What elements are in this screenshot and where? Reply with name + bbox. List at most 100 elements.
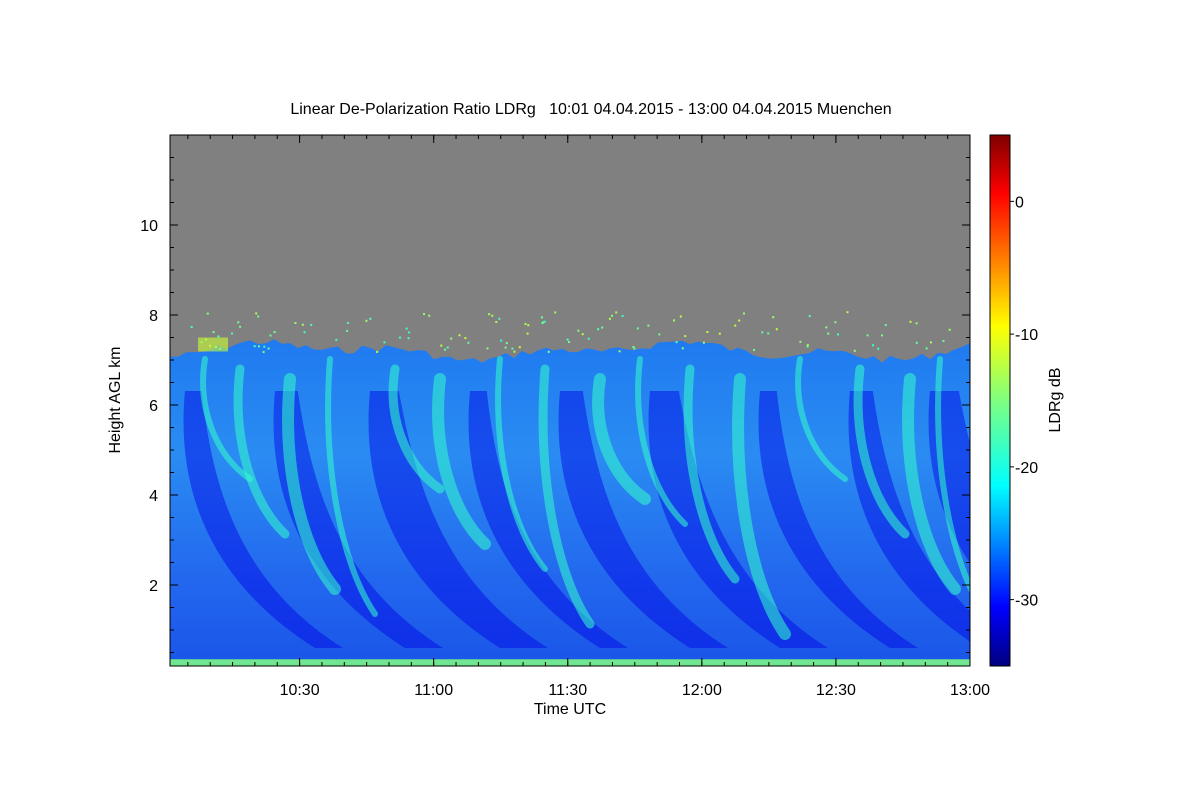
colorbar-tick-label: -10 [1015,327,1038,344]
cloud-top-speckle [718,332,721,335]
y-tick-label: 10 [140,218,158,235]
cloud-top-speckle [310,323,313,326]
cloud-top-speckle [618,350,621,353]
cloud-top-speckle [495,321,498,323]
cloud-top-speckle [881,334,883,337]
cloud-top-patch [198,337,228,352]
cloud-top-speckle [212,331,215,334]
cloud-top-speckle [237,321,240,324]
cloud-top-speckle [621,315,624,317]
cloud-top-speckle [566,338,569,341]
cloud-top-speckle [458,334,461,337]
plot-frame [169,134,971,667]
cloud-top-speckle [376,350,379,353]
cloud-top-speckle [511,347,514,350]
cloud-top-speckle [767,332,770,335]
low-ldr-band [368,391,548,648]
cloud-top-speckle [428,314,431,317]
cloud-top-speckle [346,329,349,332]
cloud-top-speckle [633,347,636,350]
cloud-top-speckle [540,316,543,319]
cloud-top-speckle [673,319,675,322]
fallstreak [388,364,445,494]
cloud-top-speckle [753,348,755,351]
cloud-top-speckle [615,311,618,314]
y-tick-label: 8 [149,308,158,325]
fallstreak [732,373,791,640]
cloud-top-speckle [294,322,297,324]
y-axis: 2 4 6 8 10 [140,157,970,653]
cloud-top-speckle [808,315,811,318]
x-axis: 10:30 11:00 11:30 12:00 12:30 13:00 [187,135,990,699]
cloud-top-speckle [761,331,764,334]
cloud-top-speckle [257,315,260,318]
cloud-body [170,339,970,666]
cloud-top-speckle [775,328,778,331]
cloud-top-speckle [846,311,849,314]
cloud-top-speckle [231,332,233,335]
fallstreak [495,356,548,572]
cloud-top-speckle [365,319,368,322]
cloud-top-speckle [253,345,256,348]
cloud-top-speckle [369,317,372,320]
cloud-top-speckle [942,340,945,342]
cloud-top-speckle [866,334,869,337]
cloud-top-speckle [827,332,830,335]
cloud-top-speckle [587,337,590,340]
colorbar-label: LDRg dB [1047,368,1064,433]
cloud-top-speckle [450,337,453,340]
y-axis-label: Height AGL km [107,346,124,453]
colorbar-tick-label: -30 [1015,593,1038,610]
cloud-top-speckle [647,324,650,327]
colorbar-gradient [989,134,1011,667]
cloud-top-speckle [825,326,828,329]
fallstreak [432,373,491,550]
cloud-top-speckle [273,331,276,334]
cloud-top-speckle [684,335,687,338]
cloud-top-speckle [597,328,600,331]
cloud-top-speckle [486,347,489,350]
cloud-top-speckle [547,350,550,353]
cloud-top-speckle [505,342,508,345]
x-tick-label: 11:30 [548,682,587,699]
cloud-top-speckle [925,347,928,350]
cloud-top-speckle [806,344,809,347]
cloud-top-speckle [872,344,874,347]
cloud-top-speckle [806,345,809,348]
cloud-top-speckle [543,320,546,323]
colorbar-tick-label: -20 [1015,460,1038,477]
cloud-top-speckle [504,346,507,349]
cloud-top-speckle [930,341,932,344]
cloud-top-speckle [335,338,338,341]
x-tick-label: 10:30 [280,682,320,699]
cloud-top-speckle [408,331,411,334]
cloud-top-speckle [837,333,839,336]
low-ldr-band [848,391,970,642]
x-tick-label: 11:00 [414,682,453,699]
cloud-top-speckle [518,346,521,349]
cloud-top-speckle [383,341,386,344]
colorbar: 0 -10 -20 -30 LDRg dB [989,134,1064,667]
fallstreak [592,373,651,505]
cloud-field [170,311,970,666]
fallstreak [853,364,910,539]
cloud-top-speckle [303,331,306,334]
cloud-top-speckle [706,331,709,333]
cloud-top-speckle [601,326,604,329]
fallstreak [233,364,290,539]
low-ldr-band [758,391,918,648]
cloud-top-speckle [446,346,449,349]
cloud-top-speckle [423,313,425,315]
cloud-top-speckle [679,315,682,318]
cloud-top-speckle [658,333,661,336]
fallstreak [282,373,341,595]
cloud-top-speckle [675,341,678,344]
cloud-top-speckle [464,337,467,340]
x-tick-label: 12:00 [682,682,722,699]
fallstreak [902,373,961,595]
cloud-top-speckle [467,341,470,344]
cloud-top-speckle [405,327,408,330]
cloud-top-speckle [524,323,527,325]
cloud-top-speckle [498,317,501,320]
colorbar-tick-label: 0 [1015,194,1024,211]
